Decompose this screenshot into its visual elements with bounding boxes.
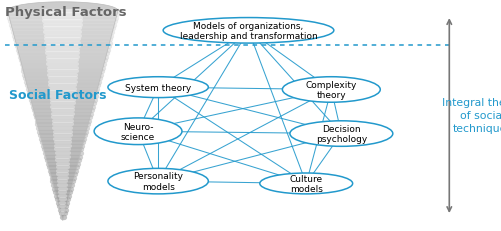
Text: Complexity
theory: Complexity theory [305,80,356,100]
Polygon shape [8,3,118,221]
Text: Models of organizations,
leadership and transformation: Models of organizations, leadership and … [179,21,317,41]
Text: System theory: System theory [125,83,191,92]
Ellipse shape [108,77,208,98]
Text: Physical Factors: Physical Factors [5,6,126,19]
Text: Personality
models: Personality models [133,172,183,191]
Ellipse shape [260,173,352,194]
Text: Social Factors: Social Factors [9,88,106,101]
Ellipse shape [94,118,181,145]
Ellipse shape [282,77,380,103]
Text: Neuro-
science: Neuro- science [121,122,155,141]
Ellipse shape [163,18,333,44]
Ellipse shape [108,169,208,194]
Text: Decision
psychology: Decision psychology [315,124,366,144]
Ellipse shape [290,121,392,147]
Text: Integral theory
of social
techniques: Integral theory of social techniques [441,97,501,134]
Text: Culture
models: Culture models [289,174,322,193]
